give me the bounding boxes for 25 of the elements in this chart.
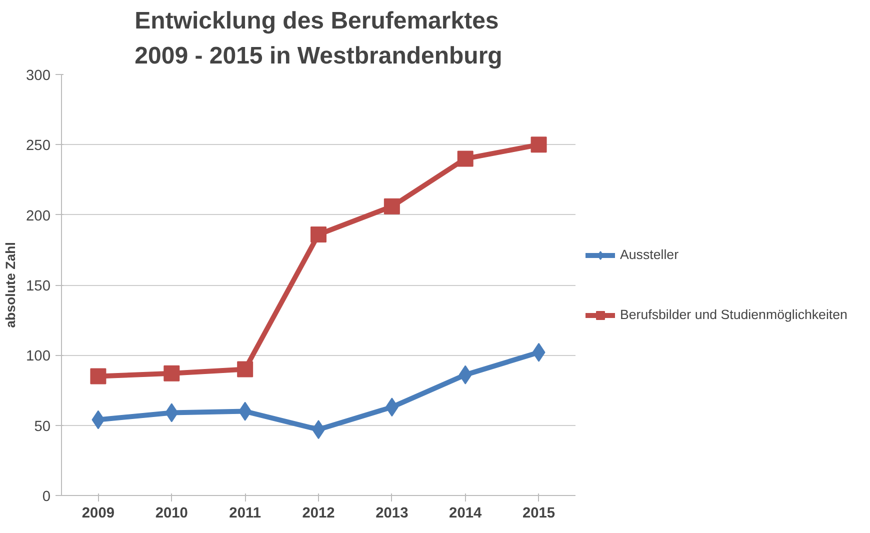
- y-tick-label: 50: [34, 418, 51, 435]
- x-tick-label: 2009: [82, 506, 115, 522]
- point: [457, 150, 474, 167]
- legend-label: Berufsbilder und Studienmöglichkeiten: [620, 307, 848, 322]
- y-axis-title: absolute Zahl: [3, 242, 18, 328]
- x-tick-label: 2011: [229, 506, 261, 522]
- y-tick-label: 250: [26, 138, 51, 154]
- point: [310, 226, 326, 242]
- y-tick-label: 100: [26, 348, 51, 365]
- point: [530, 136, 547, 153]
- x-tick-label: 2012: [302, 506, 335, 522]
- point: [384, 198, 400, 214]
- legend-label: Aussteller: [620, 247, 679, 262]
- point: [90, 368, 106, 384]
- point: [164, 365, 180, 382]
- chart-title: Entwicklung des Berufemarktes 2009 - 2015 in Westbrandenburg: [134, 7, 502, 70]
- y-tick-label: 150: [26, 278, 51, 294]
- point: [237, 361, 254, 378]
- x-tick-label: 2015: [522, 506, 556, 522]
- y-tick-label: 200: [26, 208, 51, 224]
- y-tick-label: 0: [42, 489, 51, 505]
- y-tick-label: 300: [26, 68, 51, 84]
- x-tick-label: 2013: [376, 506, 408, 522]
- x-tick-label: 2014: [449, 506, 483, 522]
- x-tick-label: 2010: [155, 506, 188, 522]
